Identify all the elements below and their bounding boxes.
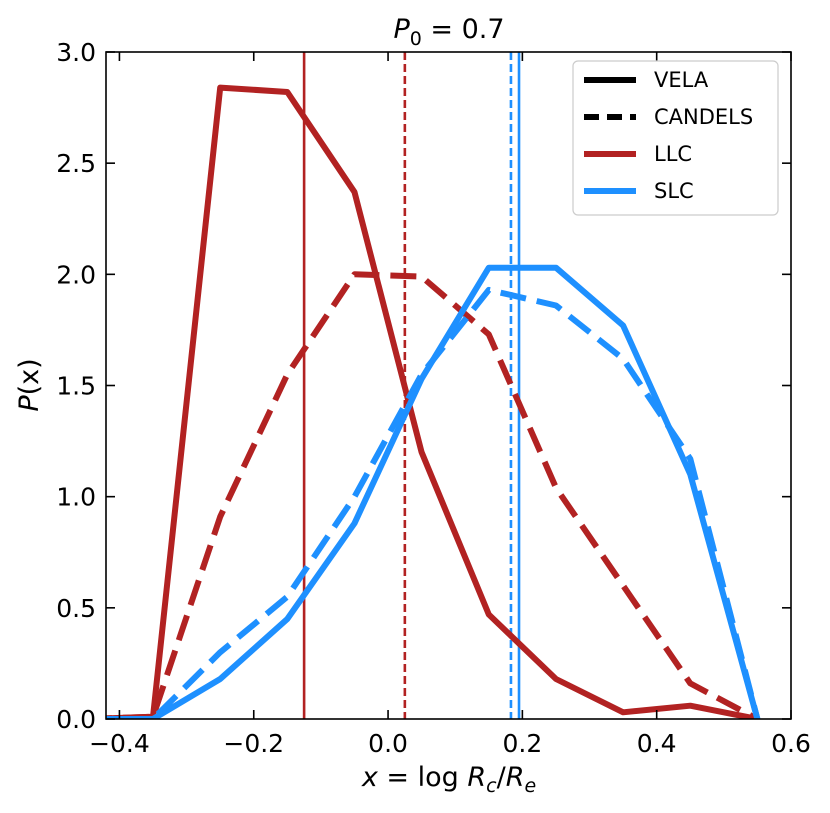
x-tick-label: 0.6	[771, 729, 811, 758]
y-tick-label: 2.0	[56, 260, 96, 289]
y-tick-label: 0.5	[56, 594, 96, 623]
series-slc-candels	[106, 286, 761, 719]
y-tick-label: 0.0	[56, 705, 96, 734]
legend-label-llc: LLC	[654, 142, 692, 166]
legend-box	[572, 60, 779, 216]
series-llc-vela	[106, 84, 758, 719]
y-tick-label: 2.5	[56, 149, 96, 178]
x-tick-label: −0.4	[89, 729, 150, 758]
legend: VELA CANDELS LLC SLC	[572, 60, 779, 216]
x-tick-label: −0.2	[223, 729, 284, 758]
y-tick-label: 1.0	[56, 483, 96, 512]
x-tick-label: 0.4	[637, 729, 677, 758]
x-axis-label: x = log Rc/Re	[361, 762, 536, 797]
x-tick-label: 0.2	[502, 729, 542, 758]
y-tick-label: 3.0	[56, 38, 96, 67]
median-lines	[302, 52, 521, 719]
y-tick-label: 1.5	[56, 372, 96, 401]
legend-label-vela: VELA	[654, 68, 709, 92]
x-tick-label: 0.0	[368, 729, 408, 758]
series-lines	[106, 84, 761, 719]
chart-title: P0 = 0.7	[393, 14, 504, 50]
legend-label-slc: SLC	[654, 179, 694, 203]
series-slc-vela	[106, 264, 761, 719]
series-llc-candels	[106, 271, 759, 719]
axis-ticks: −0.4 −0.2 0.0 0.2 0.4 0.6 0.0 0.5 1.0 1.5 2.0 2.5 3.…	[56, 38, 811, 758]
legend-label-candels: CANDELS	[654, 105, 753, 129]
y-axis-label: P(x)	[14, 358, 45, 411]
